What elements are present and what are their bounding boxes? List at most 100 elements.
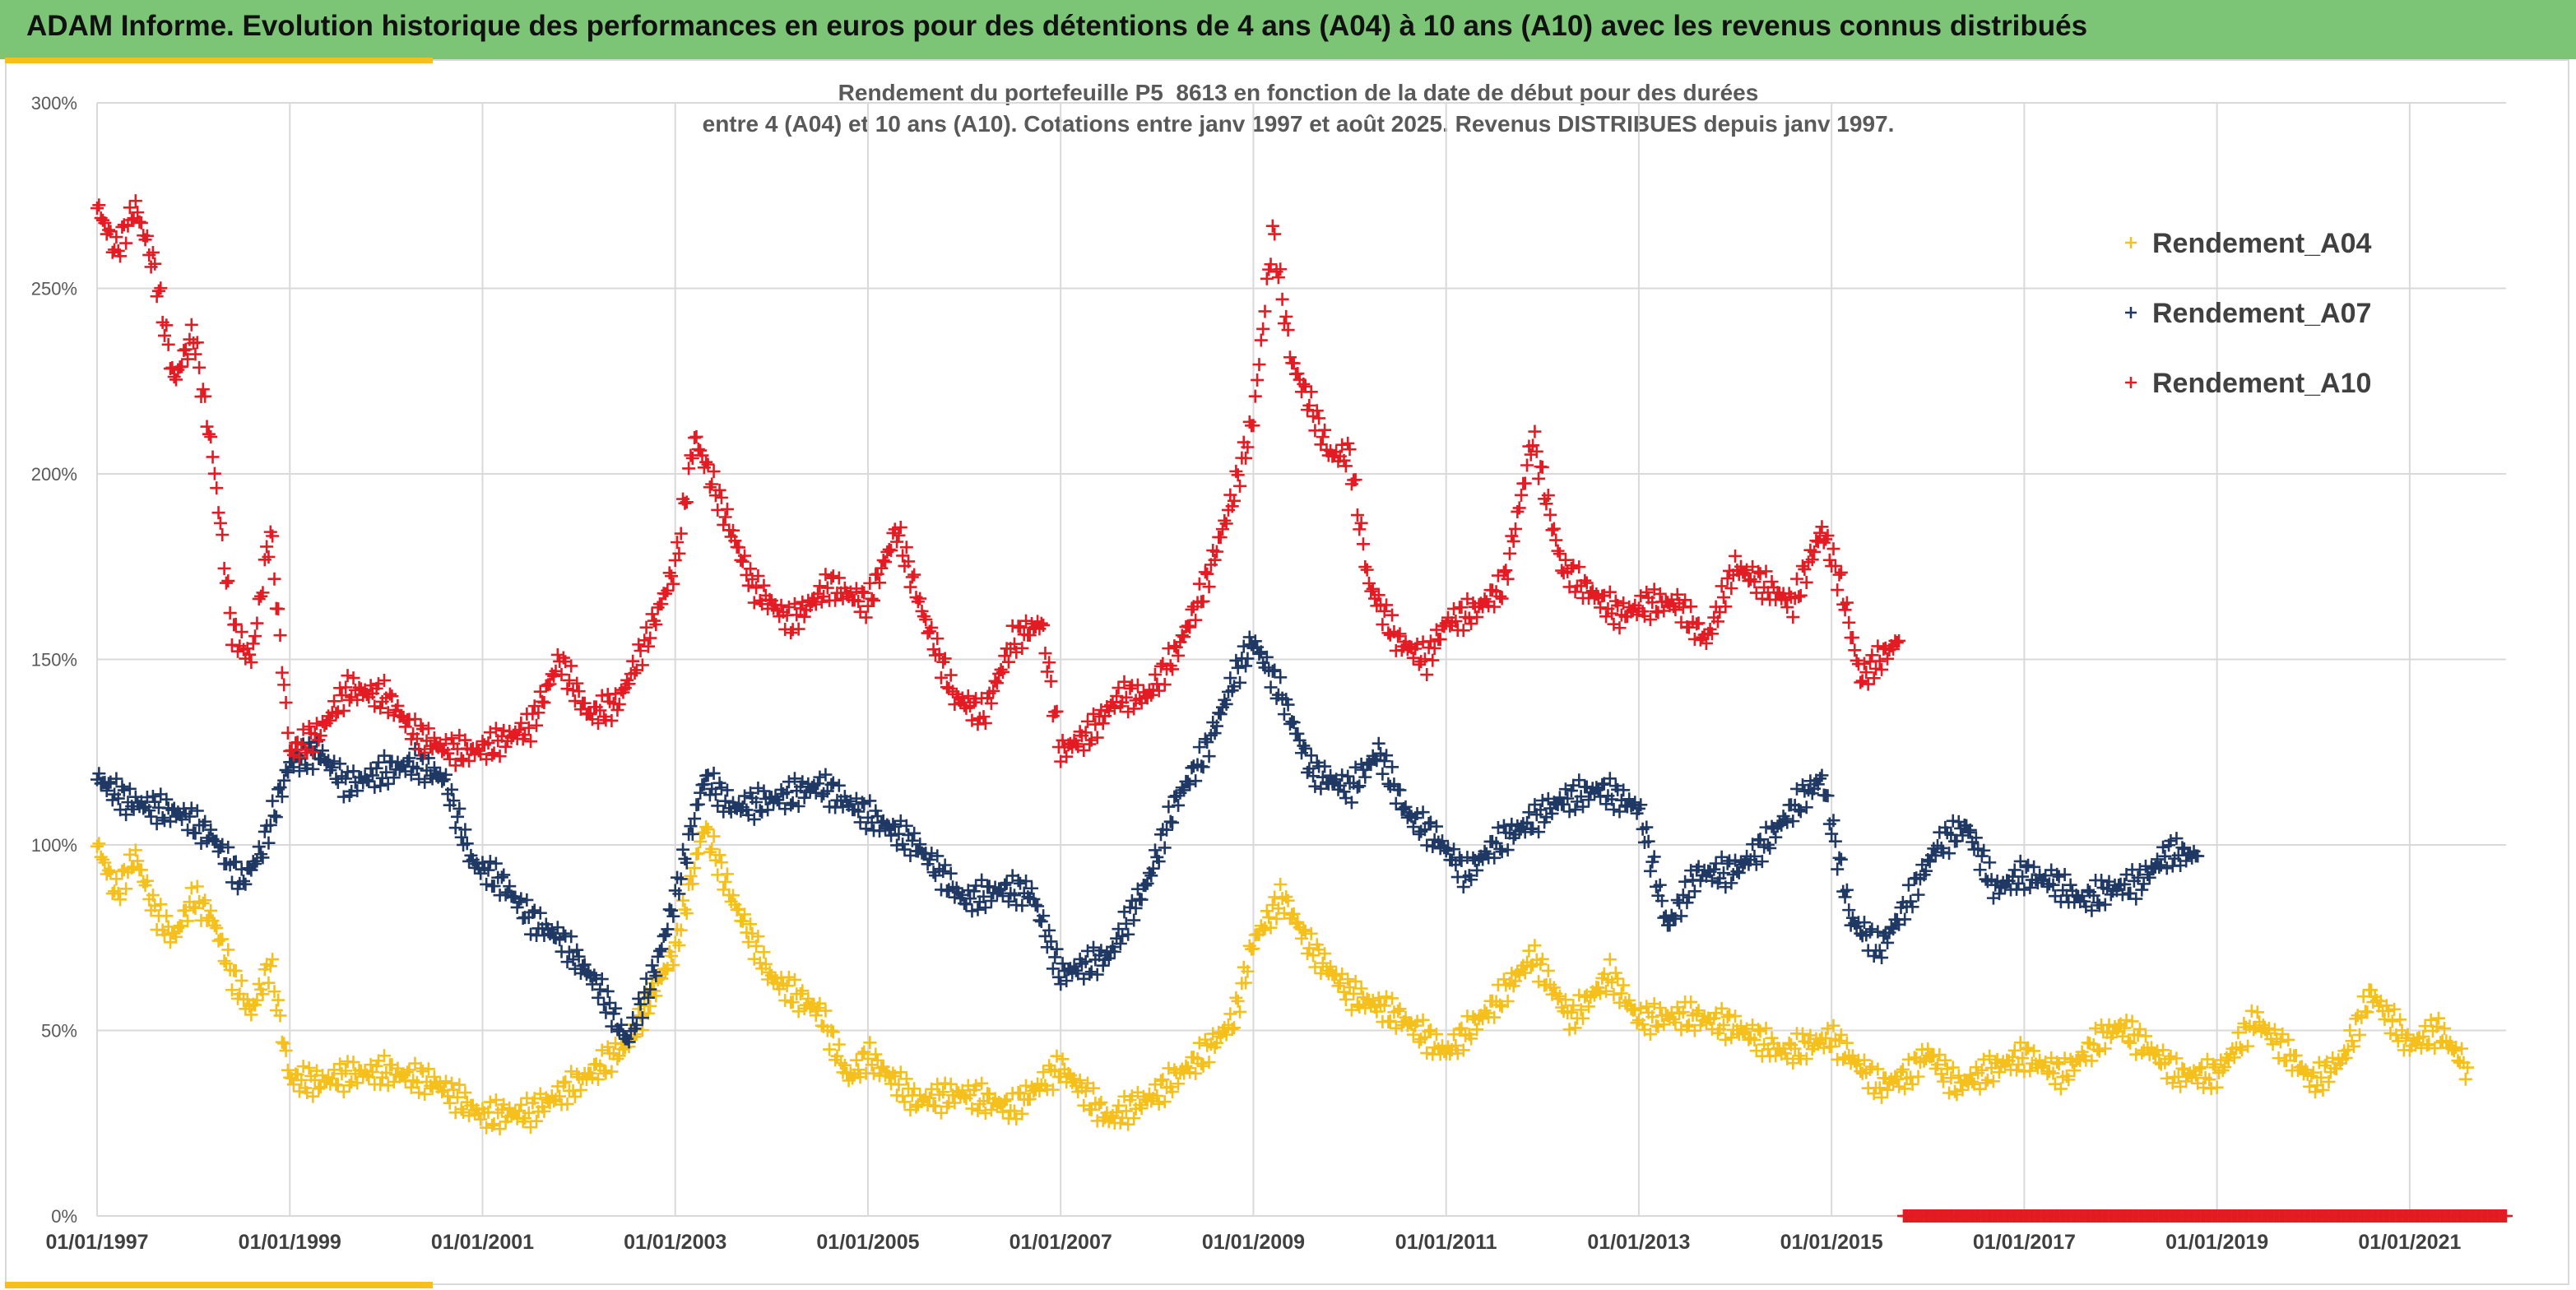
data-point [279,1044,293,1058]
data-point [1871,639,1885,653]
data-point [1096,958,1110,972]
data-point [641,991,655,1005]
data-point [188,347,202,361]
data-point [726,889,740,903]
data-point [229,855,243,869]
data-point [747,596,761,610]
data-point [2352,1028,2366,1042]
data-point [884,544,898,558]
data-point [676,893,690,907]
data-point [256,851,270,865]
data-point [1865,1060,1879,1074]
data-point [2365,983,2379,997]
data-point [905,833,919,847]
data-point [857,586,871,600]
data-point [292,750,306,764]
data-point [1532,825,1546,839]
data-point [2393,1013,2407,1027]
data-point [1466,851,1480,865]
header-banner: ADAM Informe. Evolution historique des p… [0,0,2576,59]
data-point [527,699,541,713]
data-point [1046,962,1060,976]
data-point [1724,876,1738,890]
data-point [1406,820,1420,834]
data-point [1572,773,1586,787]
data-point [1228,494,1242,508]
data-point [105,793,119,807]
data-point [884,828,898,842]
data-point [597,1064,611,1078]
data-point [1148,843,1162,857]
data-point [791,622,805,636]
data-point [1930,1058,1944,1072]
data-point [221,840,235,854]
data-point [1084,965,1098,979]
data-point [996,665,1010,679]
data-point [157,328,171,342]
data-point [890,838,904,852]
data-point [531,706,545,720]
data-point [859,822,873,836]
data-point [181,823,195,837]
data-point [1135,893,1149,907]
data-point [1093,1097,1107,1111]
data-point [337,790,350,804]
data-point [1233,675,1247,689]
data-point [2089,1021,2103,1035]
data-point [1239,976,1253,990]
data-point [745,926,759,940]
data-point [1264,680,1278,694]
data-point [1374,746,1388,760]
data-point [1350,508,1364,522]
data-point [649,618,663,632]
data-point [1541,489,1555,503]
data-point [1653,1001,1667,1014]
data-point [415,1065,429,1079]
data-point [1938,1053,1952,1067]
data-point [462,1109,476,1123]
data-point [1420,1046,1434,1060]
data-point [1366,582,1380,596]
data-point [286,1078,300,1092]
data-point [527,903,541,917]
data-point [160,792,174,806]
data-point [757,578,771,592]
data-point [597,998,611,1011]
data-point [634,997,647,1011]
data-point [1946,1060,1960,1074]
data-point [934,1106,948,1120]
data-point [879,555,893,569]
data-point [1399,800,1413,814]
data-point [797,791,811,805]
data-point [641,639,655,653]
data-point [306,762,320,776]
data-point [1260,271,1274,285]
data-point [1488,600,1502,614]
data-point [1202,580,1216,594]
data-point [2416,1029,2430,1043]
data-point [2085,1054,2099,1068]
data-point [1343,443,1357,457]
data-point [668,554,682,568]
data-point [1316,430,1330,444]
data-point [458,823,472,837]
data-point [1896,1062,1910,1076]
data-point [1423,634,1437,648]
data-point [148,257,162,271]
data-point [665,569,679,583]
data-point [1842,615,1856,629]
data-point [1196,760,1210,774]
data-point [998,878,1012,892]
data-point [1780,815,1794,829]
data-point [533,906,547,920]
data-point [1090,968,1104,981]
data-point [223,606,237,620]
data-point [1794,588,1808,602]
data-point [1079,1084,1093,1098]
data-point [1393,1002,1407,1016]
data-point [553,1089,567,1103]
data-point [838,1058,852,1072]
data-point [1720,856,1734,870]
data-point [832,571,846,585]
data-point [595,1043,609,1057]
